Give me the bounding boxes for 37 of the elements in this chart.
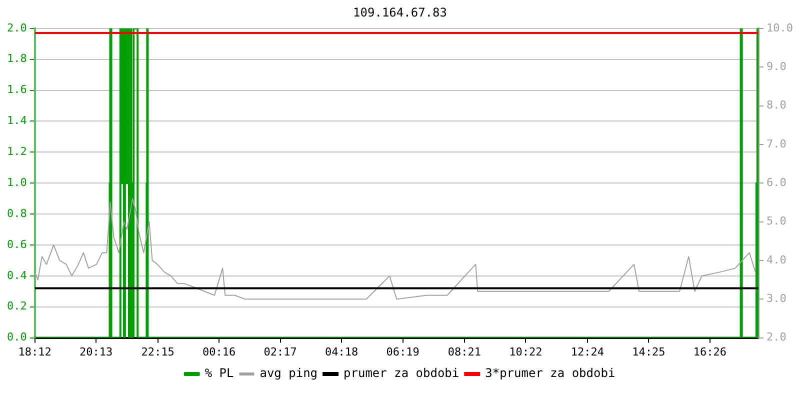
y-tick-label: 1.8 [6,52,27,66]
x-tick-label: 16:26 [693,345,726,358]
y-tick-label: 0.2 [6,300,27,313]
y2-tick-label: 10.0 [766,21,794,34]
x-tick-label: 08:21 [448,345,482,358]
y2-tick-label: 9.0 [766,60,786,73]
x-tick-label: 04:18 [324,345,358,358]
y2-tick-label: 3.0 [766,292,786,305]
x-tick-label: 00:16 [202,345,236,358]
y-tick-label: 0.0 [6,330,27,344]
x-tick-label: 22:15 [141,345,174,358]
chart-title: 109.164.67.83 [353,5,447,20]
y-tick-label: 0.6 [6,238,27,251]
x-tick-label: 20:13 [80,345,113,358]
y2-tick-label: 6.0 [766,176,786,189]
legend-label: avg ping [260,366,318,380]
y-tick-label: 1.4 [6,114,28,128]
x-tick-label: 14:25 [632,345,666,358]
y-tick-label: 2.0 [6,21,27,34]
y-tick-label: 1.6 [6,83,27,96]
legend-label: prumer za obdobi [344,366,460,380]
x-tick-label: 12:24 [570,345,604,358]
y2-tick-label: 7.0 [766,137,786,150]
legend-label: 3*prumer za obdobi [485,366,616,380]
y2-tick-label: 5.0 [766,214,786,228]
legend-label: % PL [204,366,234,380]
y-tick-label: 0.4 [6,268,28,282]
x-tick-label: 18:12 [18,345,52,358]
x-tick-label: 10:22 [509,345,542,358]
y2-tick-label: 8.0 [766,98,786,112]
y2-tick-label: 4.0 [766,253,786,266]
y2-tick-label: 2.0 [766,330,786,344]
y-tick-label: 1.0 [6,176,27,189]
x-tick-label: 06:19 [386,345,420,358]
y-tick-label: 0.8 [6,206,27,220]
y-tick-label: 1.2 [6,145,27,158]
x-tick-label: 02:17 [264,345,297,358]
